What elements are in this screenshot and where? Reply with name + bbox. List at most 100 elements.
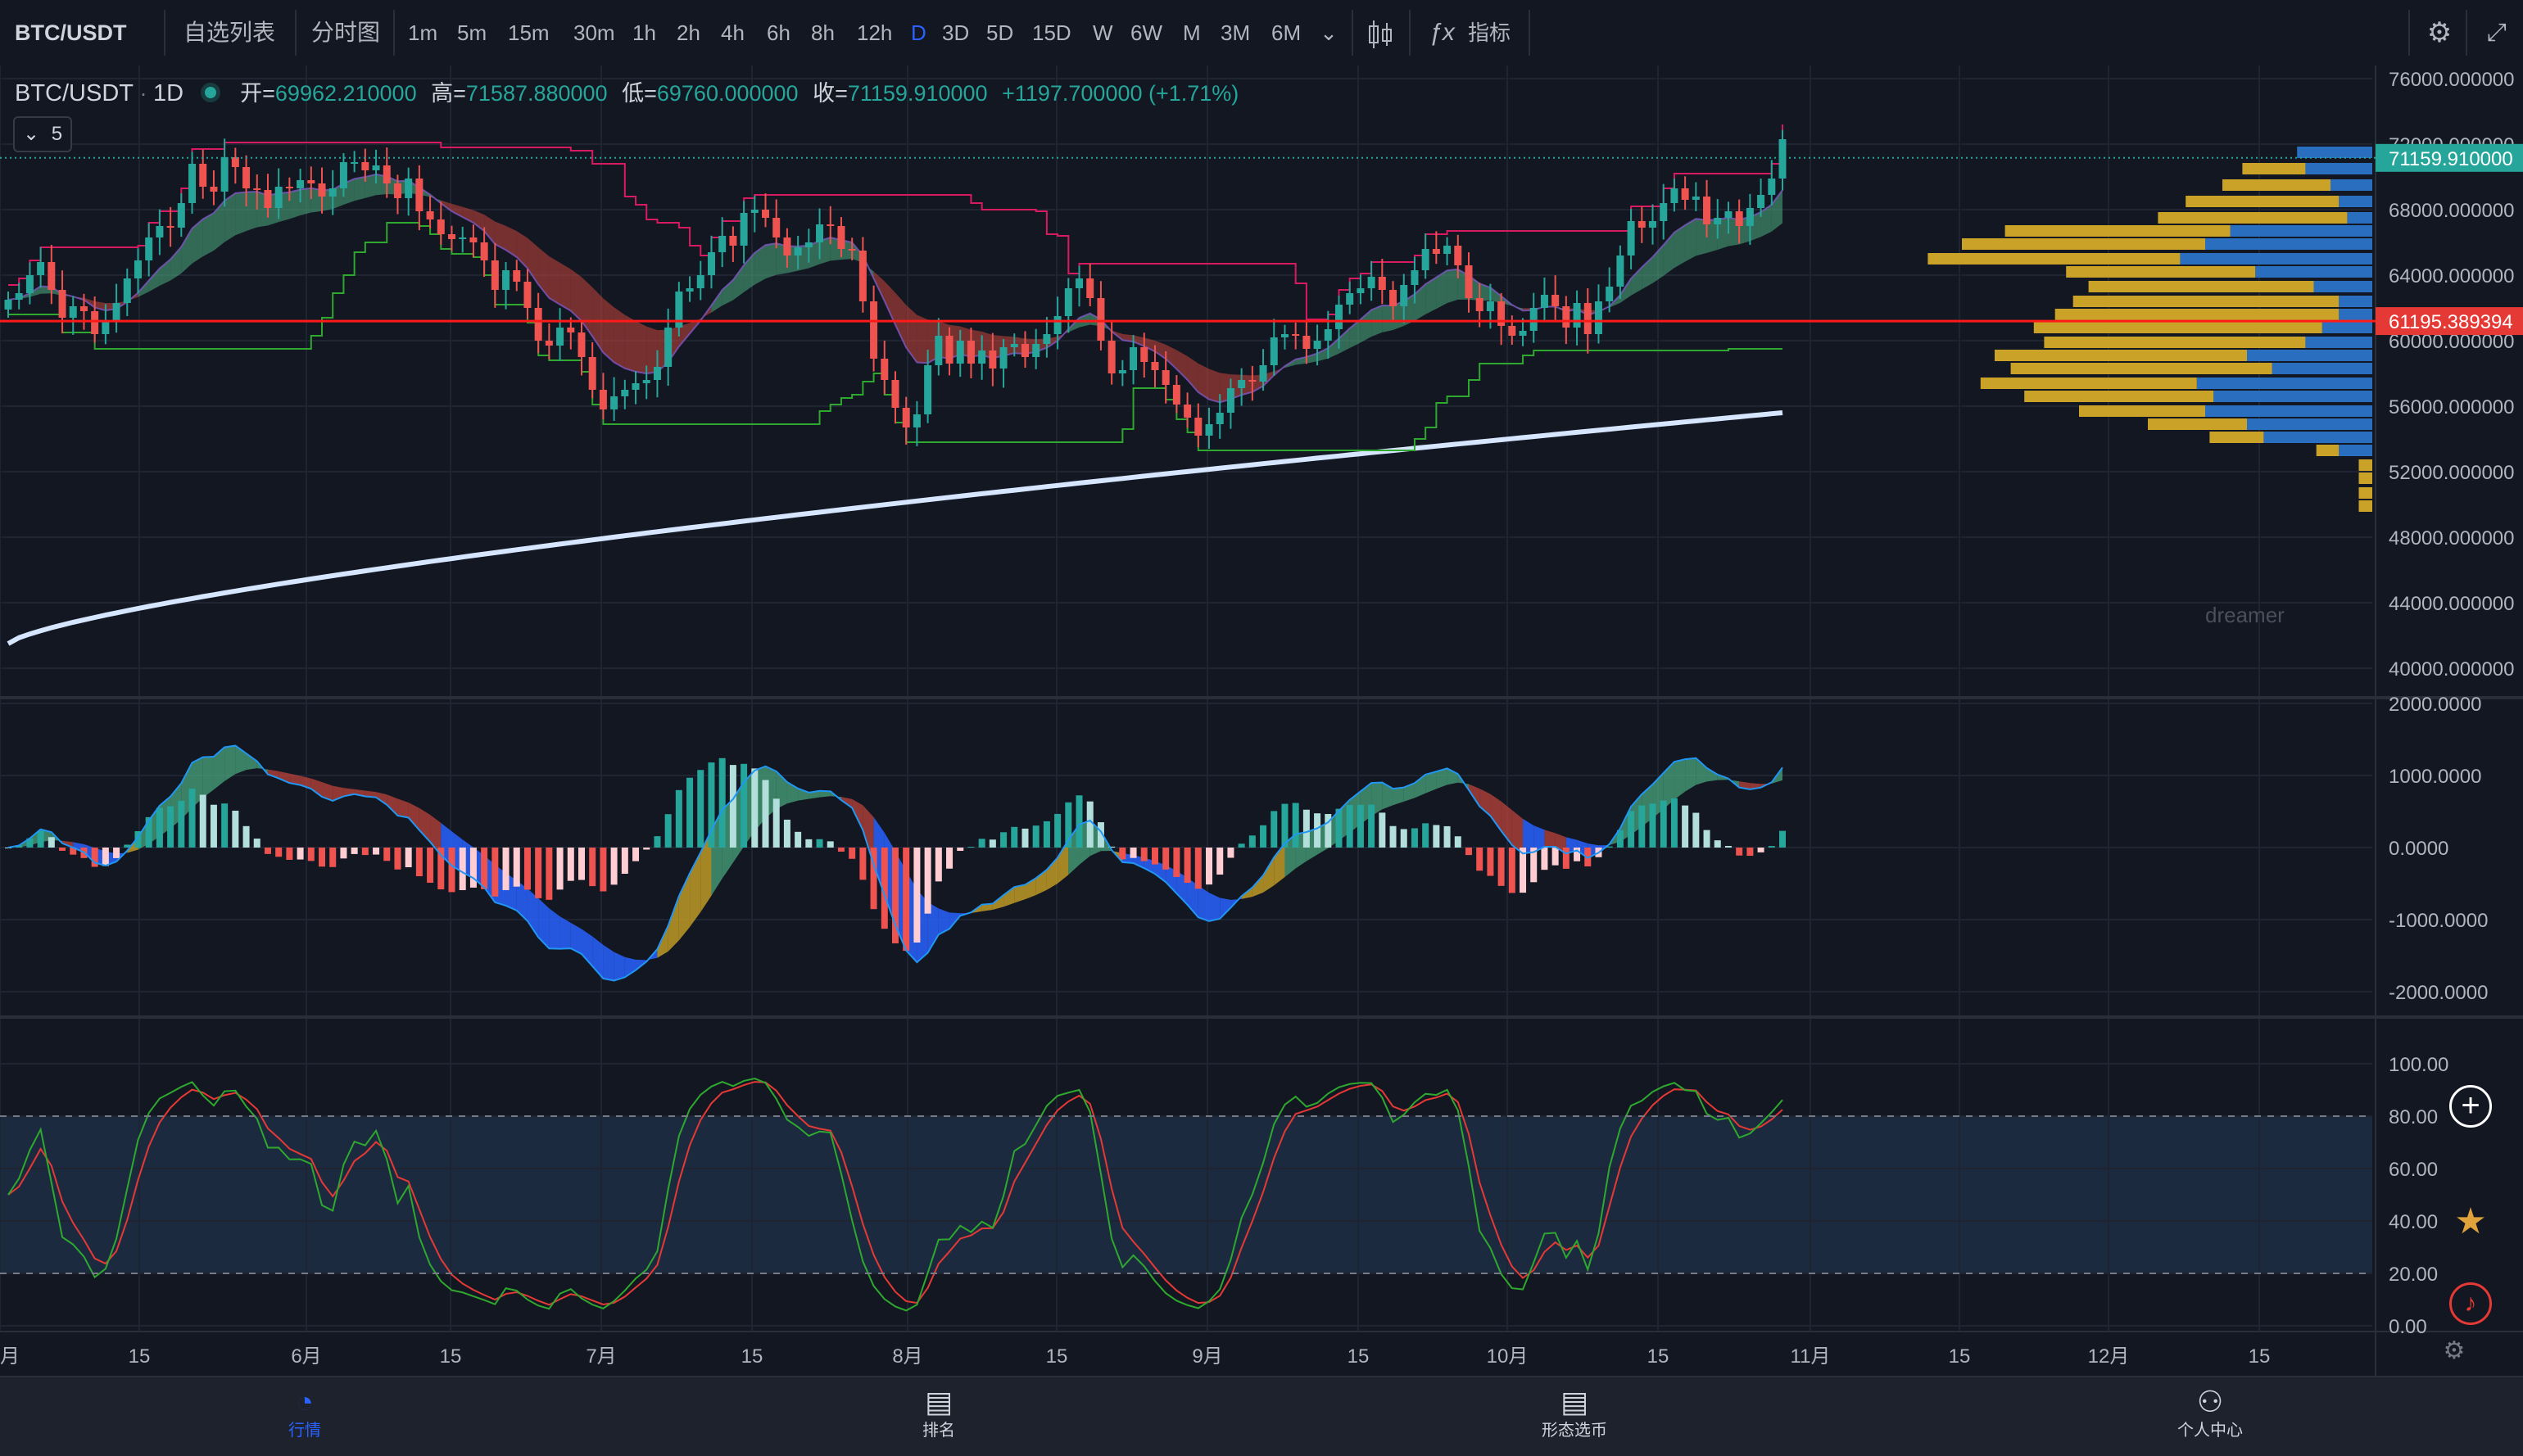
candle-body bbox=[697, 275, 704, 288]
macd-histogram-bar bbox=[730, 765, 736, 848]
indicators-button[interactable]: 指标 bbox=[1468, 0, 1511, 66]
interval-15d[interactable]: 15D bbox=[1032, 0, 1071, 66]
volume-profile-bar bbox=[2339, 445, 2372, 456]
nav-item-pattern[interactable]: ▤ 形态选币 bbox=[1493, 1377, 1656, 1456]
candle-body bbox=[1054, 316, 1062, 334]
interval-8h[interactable]: 8h bbox=[811, 0, 835, 66]
interval-w[interactable]: W bbox=[1093, 0, 1113, 66]
time-axis-settings-icon[interactable]: ⚙ bbox=[2435, 1336, 2474, 1369]
interval-3m[interactable]: 3M bbox=[1221, 0, 1250, 66]
candle-body bbox=[924, 365, 931, 414]
gear-icon[interactable]: ⚙ bbox=[2415, 0, 2464, 66]
macd-tick-label: 0.0000 bbox=[2389, 838, 2448, 860]
candle-body bbox=[1411, 270, 1418, 285]
volume-profile-bar bbox=[2339, 196, 2372, 207]
volume-profile-bar bbox=[2209, 432, 2263, 443]
candle-body bbox=[37, 262, 44, 275]
macd-histogram-bar bbox=[805, 839, 812, 848]
close-label: 收= bbox=[813, 81, 848, 106]
macd-histogram-bar bbox=[1184, 848, 1191, 883]
candle-body bbox=[253, 188, 260, 190]
candle-body bbox=[264, 190, 271, 208]
candle-body bbox=[1173, 385, 1180, 405]
indicator-collapse-toggle[interactable]: ⌄ 5 bbox=[13, 116, 72, 152]
nav-label: 形态选币 bbox=[1493, 1418, 1656, 1443]
fullscreen-icon[interactable]: ⤢ bbox=[2472, 0, 2521, 66]
ema-cloud-segment bbox=[365, 174, 376, 198]
macd-histogram-bar bbox=[449, 848, 455, 892]
volume-profile-bar bbox=[2347, 212, 2372, 224]
macd-histogram-bar bbox=[481, 848, 487, 889]
music-icon[interactable]: ♪ bbox=[2449, 1282, 2492, 1325]
interval-2h[interactable]: 2h bbox=[677, 0, 700, 66]
star-icon[interactable]: ★ bbox=[2449, 1201, 2492, 1243]
ema-cloud-segment bbox=[1209, 369, 1220, 403]
ema-cloud-segment bbox=[1382, 305, 1393, 332]
volume-profile-bar bbox=[2079, 405, 2205, 417]
macd-histogram-bar bbox=[859, 848, 866, 879]
interval-15m[interactable]: 15m bbox=[508, 0, 550, 66]
macd-tick-label: 1000.0000 bbox=[2389, 766, 2481, 788]
stoch-tick-label: 40.00 bbox=[2389, 1211, 2438, 1233]
interval-6m[interactable]: 6M bbox=[1271, 0, 1301, 66]
macd-histogram-bar bbox=[1444, 826, 1451, 848]
chart-area[interactable]: 76000.00000072000.00000068000.0000006400… bbox=[0, 66, 2523, 1376]
watchlist-button[interactable]: 自选列表 bbox=[183, 0, 275, 66]
interval-6h[interactable]: 6h bbox=[767, 0, 790, 66]
candle-body bbox=[621, 390, 628, 396]
interval-4h[interactable]: 4h bbox=[721, 0, 745, 66]
macd-histogram-bar bbox=[1303, 810, 1310, 848]
top-toolbar: BTC/USDT 自选列表 分时图 ⌄ ƒx 指标 ⚙ ⤢ 1m 5m 15m 30m… bbox=[0, 0, 2523, 67]
candle-body bbox=[556, 328, 564, 346]
candle-body bbox=[535, 308, 542, 341]
interval-30m[interactable]: 30m bbox=[573, 0, 615, 66]
candle-body bbox=[881, 359, 888, 380]
candle-body bbox=[870, 301, 877, 359]
candle-body bbox=[1649, 221, 1656, 228]
divider bbox=[2408, 10, 2410, 56]
chevron-down-icon[interactable]: ⌄ bbox=[1312, 0, 1345, 66]
macd-histogram-bar bbox=[503, 848, 510, 890]
macd-histogram-bar bbox=[1465, 848, 1472, 855]
macd-histogram-bar bbox=[719, 758, 726, 848]
macd-histogram-bar bbox=[1336, 809, 1343, 848]
add-icon[interactable]: + bbox=[2449, 1085, 2492, 1128]
interval-5m[interactable]: 5m bbox=[457, 0, 487, 66]
candle-body bbox=[654, 367, 661, 380]
nav-item-profile[interactable]: ⚇ 个人中心 bbox=[2128, 1377, 2292, 1456]
candle-body bbox=[1768, 179, 1775, 195]
macd-histogram-bar bbox=[1293, 803, 1299, 848]
timechart-button[interactable]: 分时图 bbox=[311, 0, 380, 66]
interval-5d[interactable]: 5D bbox=[986, 0, 1013, 66]
candle-body bbox=[805, 242, 813, 247]
interval-1m[interactable]: 1m bbox=[408, 0, 437, 66]
fx-icon[interactable]: ƒx bbox=[1425, 0, 1458, 66]
nav-item-ranking[interactable]: ▤ 排名 bbox=[857, 1377, 1021, 1456]
interval-1h[interactable]: 1h bbox=[632, 0, 656, 66]
candle-type-icon[interactable] bbox=[1360, 0, 1401, 66]
volume-profile-bar bbox=[2205, 405, 2372, 417]
interval-m[interactable]: M bbox=[1183, 0, 1201, 66]
interval-3d[interactable]: 3D bbox=[942, 0, 969, 66]
macd-histogram-bar bbox=[1152, 848, 1158, 865]
candle-body bbox=[91, 311, 98, 334]
candle-body bbox=[361, 162, 369, 170]
macd-histogram-bar bbox=[1033, 825, 1040, 848]
macd-histogram-bar bbox=[1173, 848, 1180, 877]
macd-histogram-bar bbox=[1498, 848, 1505, 886]
interval-d[interactable]: D bbox=[911, 0, 926, 66]
macd-histogram-bar bbox=[1779, 831, 1786, 848]
candle-body bbox=[1670, 188, 1678, 203]
candle-body bbox=[427, 211, 434, 219]
interval-12h[interactable]: 12h bbox=[857, 0, 892, 66]
candle-body bbox=[967, 341, 975, 364]
macd-histogram-bar bbox=[1638, 806, 1645, 848]
symbol-selector[interactable]: BTC/USDT bbox=[15, 0, 127, 66]
candle-body bbox=[491, 260, 499, 290]
macd-histogram-bar bbox=[1216, 848, 1223, 875]
macd-tick-label: -2000.0000 bbox=[2389, 982, 2488, 1004]
macd-histogram-bar bbox=[665, 814, 672, 848]
nav-item-market[interactable]: ◔ 行情 bbox=[223, 1377, 387, 1456]
interval-6w[interactable]: 6W bbox=[1130, 0, 1162, 66]
candle-body bbox=[1248, 380, 1256, 382]
